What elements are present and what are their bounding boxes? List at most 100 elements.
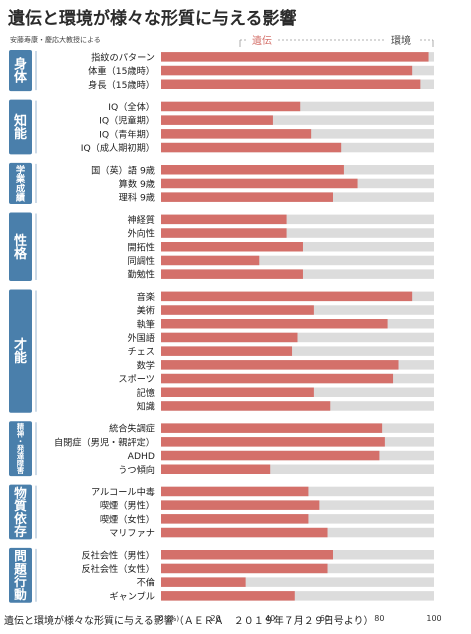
genetic-bar — [161, 423, 383, 433]
row-label: 執筆 — [137, 318, 155, 330]
row-label: IQ（成人期初期） — [81, 142, 155, 154]
environment-bar — [161, 255, 434, 266]
row-label: 知識 — [137, 400, 155, 412]
genetic-bar — [161, 450, 380, 461]
environment-bar — [161, 214, 434, 225]
chart-caption: 遺伝と環境が様々な形質に与える影響（ＡＥＲＡ ２０１９年７月２９日号より） — [4, 614, 374, 627]
row-label: IQ（青年期） — [99, 128, 155, 140]
row-label: 統合失調症 — [109, 423, 155, 435]
x-tick-label: 40 — [265, 614, 275, 623]
row-label: 喫煙（男性） — [100, 500, 155, 512]
genetic-bar — [161, 79, 421, 89]
genetic-bar — [161, 178, 358, 189]
genetic-bar — [161, 401, 331, 411]
row-label: 美術 — [137, 305, 155, 317]
genetic-bar — [161, 269, 303, 279]
row-label: 外向性 — [127, 228, 155, 240]
row-label: 音楽 — [137, 291, 155, 303]
row-label: 指紋のパターン — [91, 51, 155, 63]
genetic-bar — [161, 214, 287, 225]
row-label: IQ（全体） — [108, 101, 155, 113]
genetic-bar — [161, 242, 303, 252]
row-label: 喫煙（女性） — [100, 513, 155, 525]
genetic-bar — [161, 346, 293, 356]
environment-bar — [161, 577, 434, 587]
x-tick-label: 100 — [426, 614, 441, 623]
category-label: 精神・発達障害 — [16, 423, 25, 476]
genetic-bar — [161, 387, 314, 397]
row-label: 理科 9歳 — [119, 192, 155, 204]
row-label: IQ（児童期） — [99, 115, 155, 127]
row-label: 外国語 — [127, 332, 155, 344]
genetic-bar — [161, 437, 385, 447]
category-box — [9, 212, 32, 281]
row-label: 反社会性（男性） — [82, 549, 156, 561]
genetic-bar — [161, 192, 333, 202]
genetic-bar — [161, 255, 260, 266]
legend: 遺伝 環境 — [239, 34, 434, 47]
chart-subtitle: 安藤寿康・慶応大教授による — [10, 35, 101, 44]
row-label: 数学 — [137, 359, 155, 371]
genetic-bar — [161, 563, 328, 574]
row-label: 国（英）語 9歳 — [91, 164, 155, 176]
row-label: スポーツ — [118, 374, 155, 385]
genetic-bar — [161, 332, 298, 343]
legend-genetic-label: 遺伝 — [252, 34, 272, 47]
bars — [161, 52, 434, 601]
genetic-bar — [161, 500, 320, 510]
x-tick-label: 20 — [211, 614, 221, 623]
genetic-bar — [161, 577, 246, 587]
genetic-bar — [161, 514, 309, 524]
genetic-bar — [161, 591, 295, 601]
environment-bar — [161, 115, 434, 125]
genetic-bar — [161, 165, 344, 175]
genetic-bar — [161, 373, 394, 384]
x-tick-label: 0 — [158, 614, 163, 623]
category-label: 問題行動 — [13, 549, 27, 602]
category-box — [9, 289, 32, 413]
category-box — [9, 99, 32, 155]
category-box — [9, 162, 32, 204]
row-label: 勤勉性 — [127, 269, 155, 281]
category-box — [9, 484, 32, 540]
category-label: 知能 — [14, 113, 27, 142]
legend-environment-label: 環境 — [391, 34, 411, 47]
category-box — [9, 421, 32, 477]
genetic-bar — [161, 115, 273, 125]
row-label: アルコール中毒 — [91, 486, 155, 498]
genetic-bar — [161, 305, 314, 315]
row-label: 算数 9歳 — [119, 178, 155, 190]
row-label: うつ傾向 — [118, 464, 155, 476]
genetic-bar — [161, 527, 328, 538]
row-label: マリファナ — [109, 528, 155, 539]
genetic-bar — [161, 142, 342, 153]
environment-bar — [161, 464, 434, 474]
category-label: 物質依存 — [14, 485, 27, 538]
environment-bar — [161, 591, 434, 601]
row-label: ギャンブル — [109, 590, 155, 602]
category-label: 身体 — [14, 57, 28, 86]
row-label: 体重（15歳時） — [88, 65, 155, 77]
genetic-bar — [161, 360, 399, 370]
genetic-bar — [161, 291, 413, 302]
row-label: 不倫 — [137, 577, 155, 589]
genetic-bar — [161, 228, 287, 238]
row-label: ADHD — [128, 451, 155, 462]
x-unit-label: (%) — [167, 615, 179, 623]
genetic-bar — [161, 550, 333, 560]
x-tick-label: 60 — [320, 614, 330, 623]
environment-bar — [161, 346, 434, 356]
environment-bar — [161, 228, 434, 238]
category-label: 学業成績 — [15, 164, 26, 204]
category-box — [9, 547, 32, 603]
row-label: 開拓性 — [127, 241, 155, 253]
x-tick-label: 80 — [374, 614, 384, 623]
genetic-bar — [161, 52, 429, 62]
row-label: 記憶 — [137, 387, 155, 399]
row-label: 神経質 — [127, 214, 155, 226]
row-label: 自閉症（男児・親評定） — [54, 436, 155, 448]
row-label: チェス — [127, 347, 155, 358]
